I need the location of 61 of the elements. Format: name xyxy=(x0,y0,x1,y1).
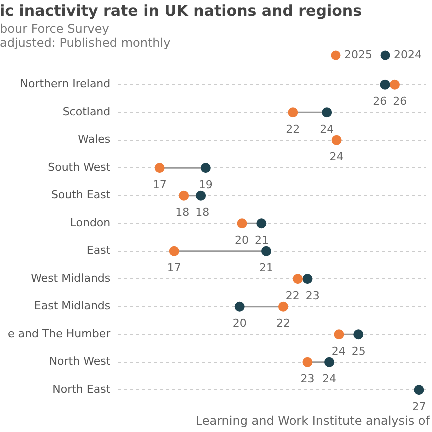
point xyxy=(237,218,248,229)
point xyxy=(302,357,313,368)
y-tick-label: North West xyxy=(49,355,112,368)
point xyxy=(278,302,288,312)
y-tick-label: e and The Humber xyxy=(8,327,112,340)
data-label: 27 xyxy=(412,400,426,414)
legend-label: 2024 xyxy=(394,48,422,62)
chart-title: ic inactivity rate in UK nations and regions xyxy=(0,2,362,20)
y-tick-label: Northern Ireland xyxy=(20,78,111,91)
y-tick-label: West Midlands xyxy=(31,272,111,285)
y-tick-label: London xyxy=(70,216,111,230)
data-label: 21 xyxy=(260,262,274,275)
data-label: 20 xyxy=(234,234,249,247)
y-tick-label: North East xyxy=(52,382,112,396)
y-tick-label: Wales xyxy=(78,133,111,146)
point xyxy=(200,163,211,174)
point xyxy=(334,330,344,340)
data-label: 26 xyxy=(393,95,408,108)
point xyxy=(293,274,304,284)
point xyxy=(234,302,245,312)
point xyxy=(154,163,165,174)
point xyxy=(262,246,272,256)
data-label: 23 xyxy=(306,289,320,302)
point xyxy=(322,108,332,118)
y-tick-label: South East xyxy=(51,188,112,202)
data-label: 19 xyxy=(198,178,213,192)
point xyxy=(390,80,400,90)
point xyxy=(196,190,206,201)
data-label: 22 xyxy=(286,289,300,302)
point xyxy=(179,190,190,201)
data-label: 25 xyxy=(352,344,366,358)
y-tick-label: South West xyxy=(48,160,112,174)
y-tick-label: East xyxy=(86,244,112,258)
data-label: 22 xyxy=(276,317,290,330)
point xyxy=(256,218,267,229)
data-label: 23 xyxy=(300,372,315,386)
point xyxy=(302,274,313,284)
y-tick-label: East Midlands xyxy=(34,300,111,313)
data-label: 18 xyxy=(176,206,190,220)
chart-subtitle: bour Force Survey adjusted: Published monthly xyxy=(0,22,171,50)
point xyxy=(354,330,364,340)
text: Learning and Work Institute analysis of xyxy=(196,414,430,428)
point xyxy=(324,357,335,368)
data-label: 26 xyxy=(373,95,388,108)
data-label: 17 xyxy=(167,262,182,275)
data-label: 24 xyxy=(320,122,334,136)
y-tick-label: Scotland xyxy=(62,105,111,118)
data-label: 17 xyxy=(152,178,167,192)
data-label: 24 xyxy=(332,344,346,358)
legend-label: 2025 xyxy=(344,48,373,62)
point xyxy=(332,135,342,146)
data-label: 24 xyxy=(330,150,344,164)
data-label: 20 xyxy=(232,317,247,330)
data-label: 21 xyxy=(254,234,269,247)
data-label: 24 xyxy=(322,372,337,386)
point xyxy=(414,385,424,396)
point xyxy=(380,80,390,90)
point xyxy=(288,108,298,118)
point xyxy=(169,246,180,256)
data-label: 18 xyxy=(196,206,210,220)
data-label: 22 xyxy=(286,122,300,136)
